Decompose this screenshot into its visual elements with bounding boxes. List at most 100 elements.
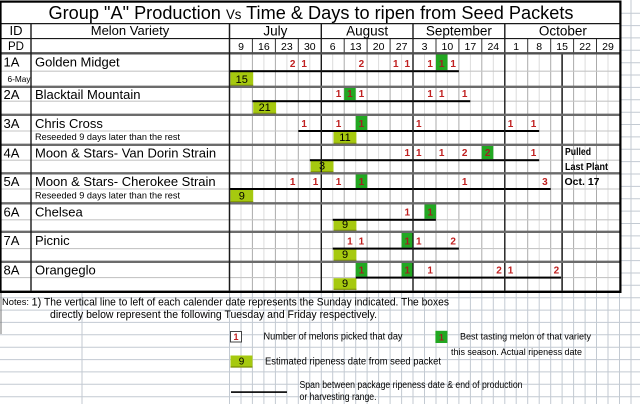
svg-text:1: 1 [531,148,537,159]
svg-text:13: 13 [350,41,362,53]
svg-text:1: 1 [359,236,365,247]
svg-text:2: 2 [485,148,491,159]
svg-text:9: 9 [239,357,245,368]
svg-text:23: 23 [281,41,293,53]
svg-text:1: 1 [427,208,433,219]
svg-text:2A: 2A [4,87,20,102]
svg-text:October: October [539,23,588,38]
svg-text:1: 1 [416,236,422,247]
svg-text:1: 1 [290,177,296,188]
svg-text:1: 1 [347,236,353,247]
svg-text:1: 1 [450,59,456,70]
svg-text:22: 22 [579,41,591,53]
svg-text:9: 9 [342,249,348,261]
svg-text:20: 20 [373,41,385,53]
svg-text:Chris Cross: Chris Cross [35,116,103,131]
svg-text:11: 11 [339,132,350,144]
svg-text:Reseeded 9 days later than the: Reseeded 9 days later than the rest [35,131,180,142]
svg-text:1: 1 [405,265,411,276]
svg-text:directly below represent the f: directly below represent the following T… [50,309,377,321]
svg-text:Notes:: Notes: [2,297,29,307]
svg-text:1: 1 [393,59,399,70]
svg-text:24: 24 [487,41,499,53]
svg-text:or harvesting range.: or harvesting range. [300,392,377,403]
svg-text:2: 2 [496,265,502,276]
svg-text:1: 1 [416,148,422,159]
svg-text:1: 1 [405,236,411,247]
svg-text:1: 1 [508,119,514,130]
svg-text:Picnic: Picnic [35,233,70,248]
svg-text:Blacktail Mountain: Blacktail Mountain [35,87,141,102]
svg-text:27: 27 [396,41,408,53]
svg-text:Moon & Stars- Van Dorin Strain: Moon & Stars- Van Dorin Strain [35,145,216,160]
svg-text:3: 3 [422,41,428,53]
svg-text:3: 3 [542,177,548,188]
svg-text:10: 10 [442,41,454,53]
svg-text:9: 9 [342,278,348,290]
svg-text:1): 1) [32,296,42,308]
svg-text:2: 2 [359,59,365,70]
svg-text:1: 1 [405,208,411,219]
svg-text:July: July [263,23,287,38]
svg-text:Chelsea: Chelsea [35,204,83,219]
svg-text:1A: 1A [4,55,20,70]
svg-text:August: August [346,23,388,38]
svg-text:1: 1 [427,265,433,276]
svg-text:1: 1 [513,41,519,53]
svg-text:1: 1 [439,332,444,342]
svg-text:1: 1 [359,177,365,188]
svg-text:1: 1 [405,59,411,70]
svg-text:1: 1 [439,89,445,100]
svg-text:8A: 8A [4,263,20,278]
svg-text:21: 21 [259,102,271,114]
svg-text:Moon & Stars- Cherokee Strain: Moon & Stars- Cherokee Strain [35,174,216,189]
svg-text:9: 9 [342,219,348,231]
svg-text:15: 15 [556,41,568,53]
svg-text:Group "A" Production Vs Time &: Group "A" Production Vs Time & Days to r… [49,2,574,23]
svg-text:30: 30 [304,41,316,53]
svg-text:1: 1 [359,89,365,100]
svg-text:this season. Actual ripeness: this season. Actual ripeness date [451,346,582,357]
svg-text:1: 1 [301,119,307,130]
svg-text:Reseeded 9 days later than the: Reseeded 9 days later than the rest [35,190,180,201]
svg-text:Oct. 17: Oct. 17 [565,176,600,188]
svg-text:PD: PD [8,41,24,53]
svg-text:Orangeglo: Orangeglo [35,263,96,278]
svg-text:Last Plant: Last Plant [565,161,608,173]
svg-text:2: 2 [554,265,560,276]
svg-text:6A: 6A [4,204,20,219]
svg-text:1: 1 [508,265,514,276]
svg-text:29: 29 [602,41,614,53]
svg-text:2: 2 [290,59,296,70]
svg-text:Melon Variety: Melon Variety [91,23,170,38]
svg-text:1: 1 [359,119,365,130]
svg-text:1: 1 [336,119,342,130]
svg-text:1: 1 [301,59,307,70]
svg-text:6: 6 [330,41,336,53]
svg-text:1: 1 [336,177,342,188]
svg-text:7A: 7A [4,233,20,248]
svg-text:ID: ID [10,23,23,38]
svg-text:5A: 5A [4,174,20,189]
svg-text:15: 15 [236,74,248,86]
svg-text:9: 9 [238,41,244,53]
svg-text:1: 1 [347,89,353,100]
svg-text:1: 1 [427,89,433,100]
svg-text:1: 1 [439,148,445,159]
svg-text:Best tasting melon of that var: Best tasting melon of that variety [460,331,591,342]
svg-text:Estimated ripeness date from s: Estimated ripeness date from seed packet [265,357,441,368]
svg-text:Span between package ripeness: Span between package ripeness date & end… [300,380,523,391]
svg-text:17: 17 [465,41,477,53]
svg-text:1: 1 [359,265,365,276]
svg-text:1: 1 [233,332,238,342]
svg-text:1: 1 [405,148,411,159]
svg-text:1: 1 [427,59,433,70]
svg-text:6-May: 6-May [8,75,31,84]
svg-text:9: 9 [239,190,245,202]
svg-text:8: 8 [536,41,542,53]
svg-text:2: 2 [450,236,456,247]
svg-text:Number of melons picked that d: Number of melons picked that day [264,332,403,343]
svg-text:4A: 4A [4,145,20,160]
svg-text:Golden Midget: Golden Midget [35,55,120,70]
svg-text:1: 1 [336,89,342,100]
